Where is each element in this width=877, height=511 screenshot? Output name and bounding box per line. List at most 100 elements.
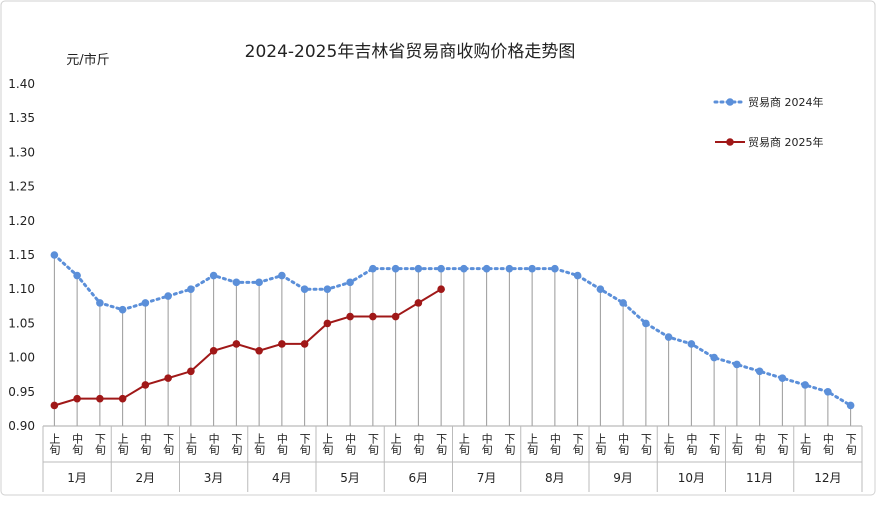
data-point — [801, 381, 809, 389]
data-point — [369, 312, 377, 321]
data-point — [460, 264, 468, 273]
x-tick-label: 上旬 — [116, 433, 129, 456]
data-point — [710, 353, 718, 362]
data-point — [187, 367, 195, 376]
data-point — [323, 285, 332, 294]
x-tick-label: 下旬 — [776, 433, 789, 456]
data-point — [346, 278, 354, 287]
x-tick-label: 下旬 — [366, 433, 379, 456]
x-tick-label: 下旬 — [503, 433, 516, 456]
x-tick-label: 中旬 — [685, 433, 698, 456]
x-tick-label: 中旬 — [480, 433, 493, 456]
data-point — [414, 264, 423, 273]
legend-label: 贸易商 2024年 — [748, 95, 824, 109]
data-point — [346, 312, 354, 321]
data-point — [619, 299, 627, 307]
x-tick-label: 下旬 — [298, 433, 311, 456]
y-tick-label: 0.90 — [8, 419, 35, 433]
x-tick-label: 上旬 — [730, 433, 743, 456]
x-tick-label: 下旬 — [230, 433, 243, 456]
x-tick-label: 上旬 — [526, 433, 539, 456]
group-label: 10月 — [678, 471, 705, 485]
data-point — [50, 401, 59, 410]
data-point — [209, 346, 218, 355]
data-point — [596, 285, 605, 294]
x-tick-label: 中旬 — [207, 433, 220, 456]
data-point — [300, 285, 309, 294]
group-label: 1月 — [67, 471, 87, 485]
group-label: 11月 — [746, 471, 773, 485]
group-label: 2月 — [136, 471, 156, 485]
x-tick-label: 中旬 — [344, 433, 357, 456]
y-tick-label: 0.95 — [8, 385, 35, 399]
x-tick-label: 上旬 — [457, 433, 470, 456]
group-label: 12月 — [814, 471, 841, 485]
x-tick-label: 中旬 — [617, 433, 630, 456]
x-tick-label: 上旬 — [389, 433, 402, 456]
data-point — [391, 264, 400, 273]
x-tick-label: 中旬 — [275, 433, 288, 456]
group-label: 9月 — [613, 471, 633, 485]
x-tick-label: 下旬 — [435, 433, 448, 456]
data-point — [50, 251, 59, 259]
legend-marker — [726, 138, 734, 146]
y-tick-label: 1.10 — [8, 282, 35, 296]
data-point — [437, 285, 445, 294]
chart-title: 2024-2025年吉林省贸易商收购价格走势图 — [245, 42, 576, 62]
data-point — [164, 292, 172, 300]
data-point — [755, 367, 764, 376]
x-tick-label: 中旬 — [139, 433, 152, 456]
data-point — [141, 381, 150, 389]
data-point — [505, 264, 514, 273]
data-point — [118, 394, 127, 403]
data-point — [118, 305, 127, 314]
data-point — [551, 264, 559, 273]
data-point — [687, 340, 696, 348]
data-point — [369, 264, 377, 273]
data-point — [278, 271, 286, 280]
data-point — [824, 388, 832, 396]
data-point — [846, 401, 855, 410]
data-point — [232, 278, 241, 287]
data-point — [778, 374, 787, 382]
data-point — [96, 299, 104, 307]
y-tick-label: 1.30 — [8, 145, 35, 159]
data-point — [164, 374, 172, 382]
x-tick-label: 上旬 — [321, 433, 334, 456]
data-point — [73, 271, 81, 280]
x-tick-label: 下旬 — [708, 433, 721, 456]
y-tick-label: 1.35 — [8, 111, 35, 125]
x-tick-label: 下旬 — [162, 433, 175, 456]
group-label: 4月 — [272, 471, 292, 485]
data-point — [528, 264, 536, 273]
data-point — [733, 360, 741, 369]
group-label: 6月 — [409, 471, 429, 485]
data-point — [642, 319, 650, 328]
data-point — [573, 271, 582, 280]
data-point — [391, 312, 400, 321]
x-tick-label: 上旬 — [48, 433, 61, 456]
data-point — [187, 285, 195, 294]
x-tick-label: 中旬 — [71, 433, 84, 456]
y-tick-label: 1.00 — [8, 351, 35, 365]
group-label: 8月 — [545, 471, 565, 485]
data-point — [255, 278, 263, 287]
group-label: 7月 — [477, 471, 497, 485]
x-tick-label: 中旬 — [548, 433, 561, 456]
x-tick-label: 上旬 — [594, 433, 607, 456]
chart-frame — [0, 0, 876, 496]
y-axis-label: 元/市斤 — [66, 52, 109, 68]
x-tick-label: 下旬 — [639, 433, 652, 456]
x-tick-label: 上旬 — [253, 433, 266, 456]
x-tick-label: 下旬 — [844, 433, 857, 456]
x-tick-label: 中旬 — [412, 433, 425, 456]
data-point — [255, 346, 263, 355]
x-tick-label: 中旬 — [821, 433, 834, 456]
data-point — [323, 319, 332, 328]
data-point — [300, 340, 309, 348]
series-line — [52, 253, 853, 407]
data-point — [141, 299, 150, 307]
legend-marker — [726, 98, 734, 106]
y-tick-label: 1.40 — [8, 77, 35, 91]
